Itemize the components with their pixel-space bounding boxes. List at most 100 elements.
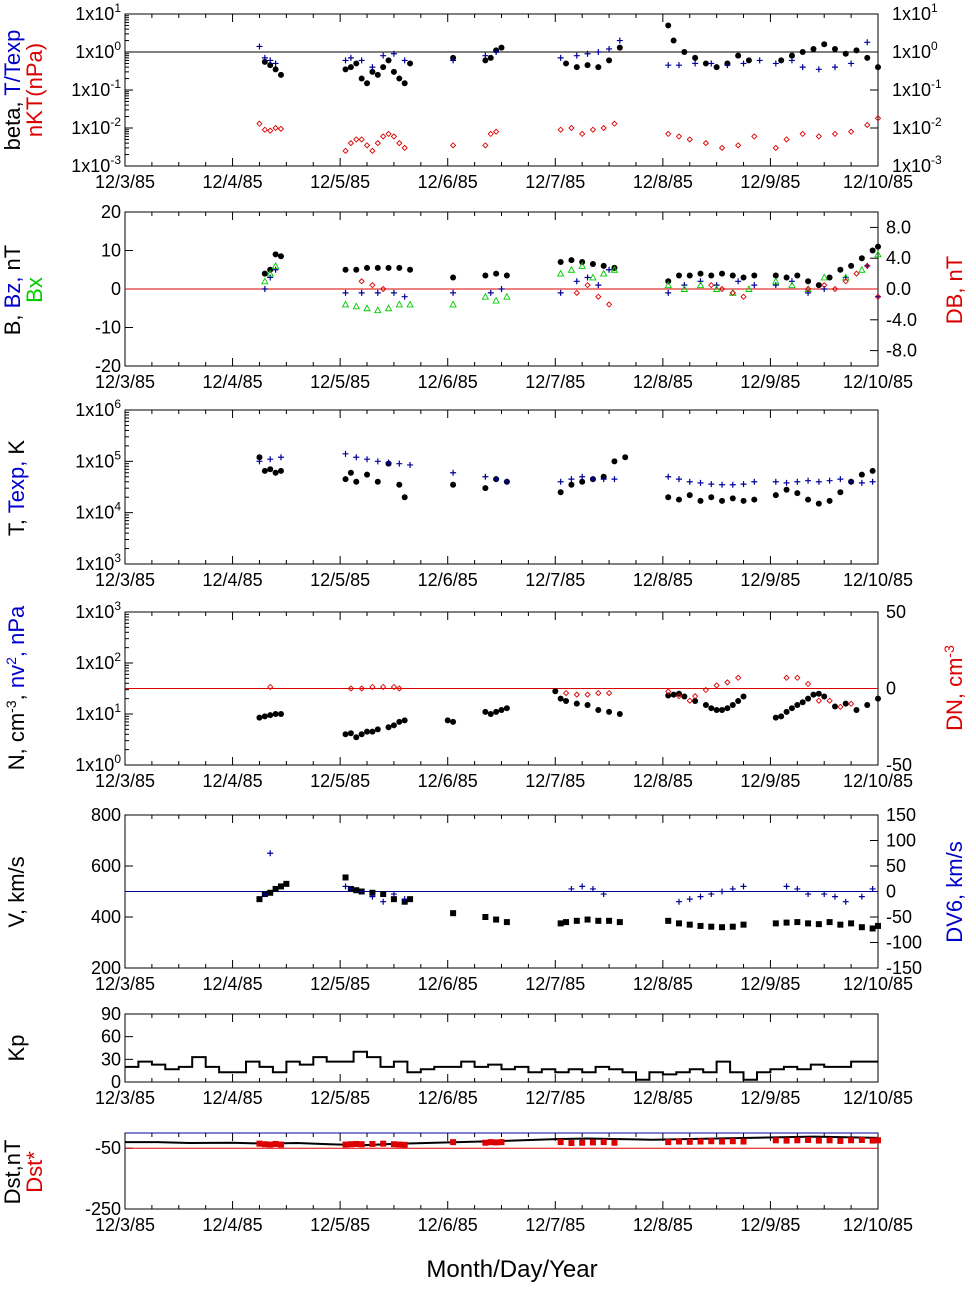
data-point [783, 674, 790, 681]
data-point [358, 731, 365, 738]
data-point [353, 60, 360, 67]
data-point [665, 494, 672, 501]
data-point [369, 68, 376, 75]
data-point [584, 50, 591, 57]
data-point [573, 52, 580, 59]
data-point [450, 481, 457, 488]
data-point [563, 60, 570, 67]
data-point [573, 917, 580, 924]
x-tick-label: 12/9/85 [740, 372, 800, 392]
data-point [869, 925, 876, 932]
y-tick-label: 1x103 [75, 551, 121, 574]
data-point [697, 1138, 704, 1145]
data-point [380, 285, 387, 293]
data-point [697, 479, 704, 486]
x-tick-label: 12/9/85 [740, 771, 800, 791]
data-point [498, 286, 505, 292]
data-point [277, 253, 284, 260]
data-point [831, 893, 838, 900]
data-point [740, 497, 747, 504]
data-point [821, 891, 828, 898]
y-right-tick-label: 1x10-1 [892, 77, 942, 100]
data-point [347, 54, 354, 61]
y-right-tick-label: 50 [886, 602, 906, 622]
x-tick-label: 12/10/85 [843, 974, 913, 994]
data-point [794, 674, 801, 681]
x-tick-label: 12/5/85 [310, 1088, 370, 1108]
data-point [697, 922, 704, 929]
data-point [487, 1139, 494, 1146]
data-point [783, 919, 790, 926]
panel-kp: 12/3/85 12/4/85 12/5/85 12/6/85 12/7/85 12/8/… [4, 1004, 913, 1108]
data-point [385, 57, 392, 64]
data-point [482, 708, 489, 715]
data-point [875, 695, 881, 702]
x-tick-label: 12/4/85 [203, 172, 263, 192]
data-point [848, 60, 855, 67]
data-point [503, 705, 510, 712]
data-point [272, 469, 279, 476]
y-axis-title: N, cm-3, nv2, nPa [3, 605, 29, 770]
y-tick-label: 200 [91, 958, 121, 978]
series-line [125, 1050, 878, 1081]
data-point [712, 285, 721, 292]
data-point [573, 700, 580, 707]
y-axis-title: Bx [22, 277, 47, 303]
data-point [837, 921, 844, 928]
data-point [821, 41, 828, 48]
y-axis-title: V, km/s [4, 856, 29, 927]
data-point [589, 260, 596, 267]
data-point [606, 45, 613, 52]
data-point [390, 1141, 397, 1148]
series-db [358, 262, 882, 308]
y-right-tick-label: 0.0 [886, 279, 911, 299]
data-point [341, 300, 350, 308]
data-point [692, 54, 699, 61]
x-tick-label: 12/10/85 [843, 771, 913, 791]
y-tick-label: 20 [101, 202, 121, 222]
data-point [805, 1136, 812, 1143]
data-point [342, 731, 349, 738]
x-tick-label: 12/4/85 [203, 771, 263, 791]
y-tick-label: 1x10-3 [71, 153, 121, 176]
data-point [450, 910, 457, 917]
data-point [740, 293, 747, 300]
x-tick-label: 12/4/85 [203, 372, 263, 392]
data-point [342, 289, 349, 296]
data-point [267, 127, 274, 134]
data-point [503, 292, 511, 300]
data-point [772, 478, 779, 485]
data-point [595, 917, 602, 924]
data-point [261, 54, 268, 61]
data-point [407, 266, 414, 273]
y-tick-label: 1x101 [75, 1, 121, 24]
data-point [794, 272, 801, 279]
data-point [831, 45, 838, 52]
data-point [847, 128, 855, 135]
data-point [347, 64, 354, 71]
data-point [573, 289, 580, 296]
data-point [557, 695, 564, 702]
data-point [858, 265, 866, 273]
x-tick-label: 12/10/85 [843, 1088, 913, 1108]
data-point [347, 730, 354, 737]
data-point [875, 64, 881, 71]
data-point [675, 920, 682, 927]
y-tick-label: 1x102 [75, 650, 121, 673]
y-tick-label: 0 [111, 279, 121, 299]
data-point [858, 924, 865, 931]
data-point [713, 706, 720, 713]
x-tick-label: 12/7/85 [525, 974, 585, 994]
x-tick-label: 12/8/85 [633, 771, 693, 791]
data-point [664, 281, 672, 289]
x-tick-label: 12/5/85 [310, 1215, 370, 1235]
y-tick-label: -50 [95, 1138, 121, 1158]
data-point [568, 476, 575, 483]
data-point [568, 257, 575, 264]
data-point [692, 697, 699, 704]
data-point [557, 289, 564, 296]
data-point [740, 921, 747, 928]
data-point [805, 289, 812, 296]
data-point [256, 458, 263, 465]
